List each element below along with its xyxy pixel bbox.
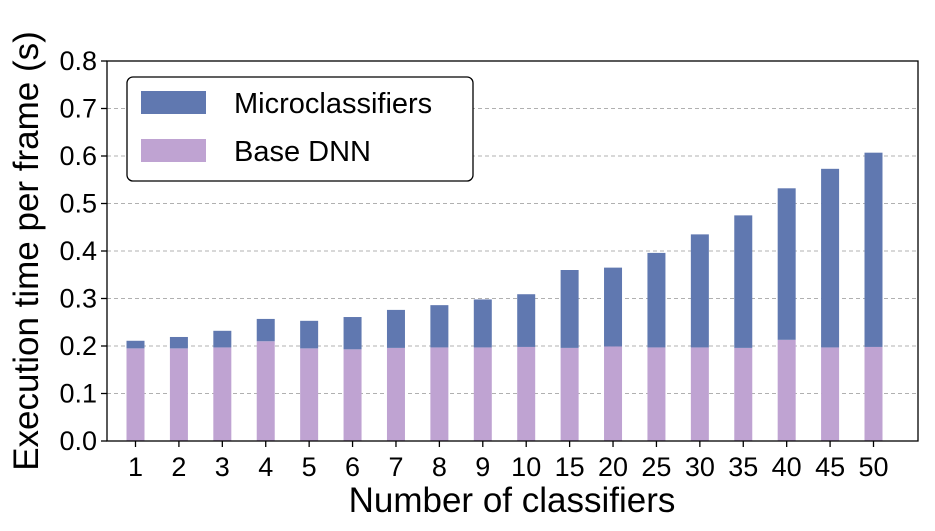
y-tick-label: 0.6 [59,141,97,171]
x-tick-label: 20 [598,452,628,482]
bar-base-dnn-20 [604,346,623,441]
bar-microclassifiers-25 [647,252,666,348]
bar-base-dnn-40 [777,339,796,441]
bar-base-dnn-30 [690,347,709,441]
legend-label-microclassifiers: Microclassifiers [234,88,432,120]
x-tick-label: 30 [685,452,715,482]
x-tick-label: 45 [815,452,845,482]
y-axis: 0.0 0.1 0.2 0.3 0.4 0.5 0.6 0.7 0.8 [59,46,107,456]
y-tick-label: 0.2 [59,331,97,361]
bar-base-dnn-15 [560,347,579,441]
x-tick-label: 4 [258,452,273,482]
bar-base-dnn-25 [647,347,666,441]
x-tick-label: 6 [345,452,360,482]
bar-microclassifiers-5 [300,320,319,349]
x-tick-label: 15 [555,452,585,482]
legend-label-base-dnn: Base DNN [234,136,371,168]
bar-microclassifiers-8 [430,305,449,348]
bar-microclassifiers-9 [473,299,492,348]
x-tick-label: 25 [641,452,671,482]
y-tick-label: 0.0 [59,426,97,456]
bar-base-dnn-8 [430,347,449,441]
bar-base-dnn-6 [343,349,362,441]
bar-microclassifiers-10 [517,294,536,347]
x-axis: 1 2 3 4 5 6 7 8 9 10 15 20 25 30 35 40 45 50 [128,441,889,482]
y-tick-label: 0.3 [59,284,97,314]
legend-swatch-base-dnn [141,139,206,162]
bar-base-dnn-1 [126,348,145,441]
bar-microclassifiers-7 [386,309,405,348]
bar-base-dnn-50 [864,346,883,441]
x-axis-title: Number of classifiers [349,481,676,520]
bar-base-dnn-9 [473,347,492,441]
x-tick-label: 8 [432,452,447,482]
bar-microclassifiers-15 [560,270,579,348]
bar-microclassifiers-6 [343,317,362,350]
bar-base-dnn-10 [517,346,536,441]
bar-base-dnn-45 [821,347,840,441]
bar-base-dnn-7 [386,347,405,441]
bar-microclassifiers-40 [777,188,796,340]
x-tick-label: 9 [475,452,490,482]
y-tick-label: 0.8 [59,46,97,76]
legend-swatch-microclassifiers [141,91,206,114]
x-tick-label: 10 [511,452,541,482]
bars [126,152,883,441]
x-tick-label: 50 [858,452,888,482]
x-tick-label: 5 [302,452,317,482]
bar-microclassifiers-45 [821,168,840,348]
x-tick-label: 40 [772,452,802,482]
bar-base-dnn-5 [300,348,319,441]
bar-microclassifiers-20 [604,267,623,347]
y-tick-label: 0.1 [59,379,97,409]
legend: Microclassifiers Base DNN [126,76,474,182]
y-tick-label: 0.4 [59,236,97,266]
y-tick-label: 0.7 [59,94,97,124]
bar-microclassifiers-30 [690,234,709,348]
bar-microclassifiers-3 [213,330,232,348]
bar-microclassifiers-2 [169,336,188,349]
bar-base-dnn-4 [256,341,275,441]
x-tick-label: 7 [388,452,403,482]
bar-base-dnn-35 [734,347,753,441]
bar-base-dnn-3 [213,347,232,441]
y-axis-title: Execution time per frame (s) [7,31,46,471]
x-tick-label: 35 [728,452,758,482]
bar-microclassifiers-35 [734,215,753,348]
y-tick-label: 0.5 [59,189,97,219]
bar-microclassifiers-1 [126,340,145,349]
x-tick-label: 2 [171,452,186,482]
x-tick-label: 3 [215,452,230,482]
bar-microclassifiers-4 [256,318,275,342]
x-tick-label: 1 [128,452,143,482]
bar-base-dnn-2 [169,348,188,441]
legend-box [126,76,474,182]
bar-microclassifiers-50 [864,152,883,347]
